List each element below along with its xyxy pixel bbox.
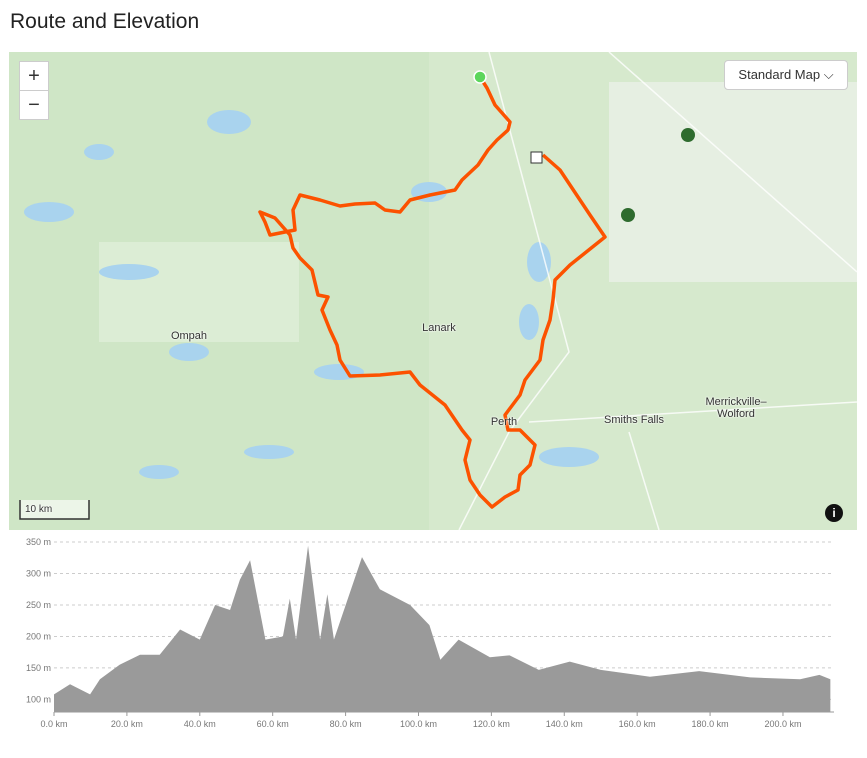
place-label: Ompah	[170, 330, 208, 342]
x-tick-label: 40.0 km	[184, 719, 216, 729]
y-tick-label: 250 m	[26, 600, 51, 610]
x-tick-label: 160.0 km	[619, 719, 656, 729]
elevation-chart: 100 m 150 m 200 m 250 m 300 m 350 m 0.0 km 20.0…	[26, 537, 834, 729]
dropdown-label: Standard Map	[738, 67, 821, 82]
map[interactable]: i + − Standard Map ⌵ 10 km Ompah Lanark Pe…	[9, 52, 857, 530]
y-tick-label: 100 m	[26, 694, 51, 704]
x-tick-label: 120.0 km	[473, 719, 510, 729]
y-tick-label: 350 m	[26, 537, 51, 547]
x-tick-label: 140.0 km	[546, 719, 583, 729]
scale-label: 10 km	[25, 504, 53, 515]
x-tick-label: 80.0 km	[330, 719, 362, 729]
x-tick-label: 20.0 km	[111, 719, 143, 729]
svg-text:i: i	[832, 506, 835, 520]
zoom-in-button[interactable]: +	[19, 61, 49, 91]
map-canvas: i	[19, 52, 857, 530]
place-label: Lanark	[422, 322, 456, 334]
elevation-area	[54, 545, 831, 712]
x-tick-label: 60.0 km	[257, 719, 289, 729]
zoom-out-button[interactable]: −	[19, 90, 49, 120]
y-tick-label: 300 m	[26, 568, 51, 578]
section-title: Route and Elevation	[10, 10, 200, 33]
x-tick-label: 100.0 km	[400, 719, 437, 729]
y-tick-label: 200 m	[26, 631, 51, 641]
x-tick-label: 0.0 km	[40, 719, 67, 729]
map-type-dropdown[interactable]: Standard Map ⌵	[724, 60, 848, 90]
place-label: Perth	[490, 416, 518, 428]
y-tick-label: 150 m	[26, 663, 51, 673]
x-tick-label: 180.0 km	[692, 719, 729, 729]
x-tick-label: 200.0 km	[764, 719, 801, 729]
place-label: Merrickville–Wolford	[705, 396, 767, 420]
place-label: Smiths Falls	[604, 414, 664, 426]
